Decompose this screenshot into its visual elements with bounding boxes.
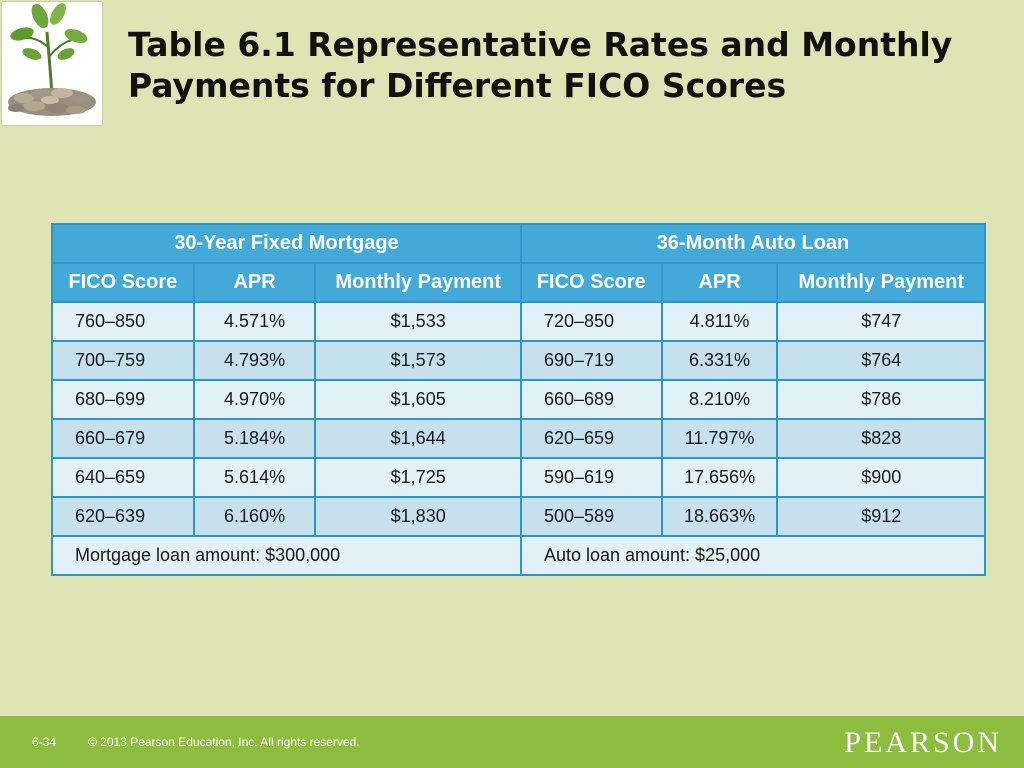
table-cell: 640–659 bbox=[51, 457, 195, 498]
table-cell: 6.160% bbox=[192, 496, 317, 537]
table-row: 660–679 5.184% $1,644 620–659 11.797% $8… bbox=[51, 418, 986, 459]
column-header: Monthly Payment bbox=[314, 262, 522, 303]
table-cell: 620–659 bbox=[519, 418, 663, 459]
copyright-text: © 2013 Pearson Education, Inc. All right… bbox=[88, 735, 360, 749]
table-cell: 18.663% bbox=[660, 496, 779, 537]
table-cell: 700–759 bbox=[51, 340, 195, 381]
table-cell: 4.970% bbox=[192, 379, 317, 420]
group-header-auto-loan: 36-Month Auto Loan bbox=[519, 223, 987, 264]
table-row: 640–659 5.614% $1,725 590–619 17.656% $9… bbox=[51, 457, 986, 498]
column-header: APR bbox=[192, 262, 317, 303]
table-cell: $764 bbox=[776, 340, 986, 381]
title-line-1: Table 6.1 Representative Rates and Month… bbox=[128, 25, 953, 64]
table-row: 760–850 4.571% $1,533 720–850 4.811% $74… bbox=[51, 301, 986, 342]
column-header-row: FICO Score APR Monthly Payment FICO Scor… bbox=[51, 262, 986, 303]
table-row: 620–639 6.160% $1,830 500–589 18.663% $9… bbox=[51, 496, 986, 537]
table-footer-row: Mortgage loan amount: $300,000 Auto loan… bbox=[51, 535, 987, 576]
table-cell: 17.656% bbox=[660, 457, 779, 498]
slide-number: 6-34 bbox=[32, 735, 57, 749]
plant-growing-from-coins-icon bbox=[8, 3, 96, 116]
table-cell: $1,573 bbox=[314, 340, 522, 381]
slide-title: Table 6.1 Representative Rates and Month… bbox=[128, 24, 1008, 106]
column-header: FICO Score bbox=[519, 262, 663, 303]
table-cell: 6.331% bbox=[660, 340, 779, 381]
table-cell: 590–619 bbox=[519, 457, 663, 498]
column-header: FICO Score bbox=[51, 262, 195, 303]
table-cell: 660–689 bbox=[519, 379, 663, 420]
table-cell: $1,644 bbox=[314, 418, 522, 459]
table-cell: 11.797% bbox=[660, 418, 779, 459]
table-cell: 5.614% bbox=[192, 457, 317, 498]
pearson-logo: PEARSON bbox=[844, 726, 1002, 759]
mortgage-loan-amount: Mortgage loan amount: $300,000 bbox=[51, 535, 522, 576]
table-cell: 4.811% bbox=[660, 301, 779, 342]
table-cell: $1,533 bbox=[314, 301, 522, 342]
table-cell: 620–639 bbox=[51, 496, 195, 537]
table-cell: $900 bbox=[776, 457, 986, 498]
table-row: 680–699 4.970% $1,605 660–689 8.210% $78… bbox=[51, 379, 986, 420]
rates-table: 30-Year Fixed Mortgage 36-Month Auto Loa… bbox=[51, 223, 987, 576]
table-cell: 760–850 bbox=[51, 301, 195, 342]
logo-image bbox=[1, 1, 103, 126]
table-cell: $828 bbox=[776, 418, 986, 459]
table-cell: 5.184% bbox=[192, 418, 317, 459]
auto-loan-amount: Auto loan amount: $25,000 bbox=[519, 535, 987, 576]
table-cell: $747 bbox=[776, 301, 986, 342]
table-cell: 660–679 bbox=[51, 418, 195, 459]
table-cell: $786 bbox=[776, 379, 986, 420]
group-header-mortgage: 30-Year Fixed Mortgage bbox=[51, 223, 522, 264]
table-cell: 500–589 bbox=[519, 496, 663, 537]
table-cell: 680–699 bbox=[51, 379, 195, 420]
table-cell: $1,725 bbox=[314, 457, 522, 498]
table-cell: 4.793% bbox=[192, 340, 317, 381]
table-cell: $912 bbox=[776, 496, 986, 537]
column-header: APR bbox=[660, 262, 779, 303]
table-cell: $1,605 bbox=[314, 379, 522, 420]
table-cell: 720–850 bbox=[519, 301, 663, 342]
table-cell: 690–719 bbox=[519, 340, 663, 381]
group-header-row: 30-Year Fixed Mortgage 36-Month Auto Loa… bbox=[51, 223, 987, 264]
table-cell: 4.571% bbox=[192, 301, 317, 342]
table-row: 700–759 4.793% $1,573 690–719 6.331% $76… bbox=[51, 340, 986, 381]
footer-bar: 6-34 © 2013 Pearson Education, Inc. All … bbox=[0, 716, 1024, 768]
table-cell: $1,830 bbox=[314, 496, 522, 537]
title-line-2: Payments for Different FICO Scores bbox=[128, 66, 787, 105]
column-header: Monthly Payment bbox=[776, 262, 986, 303]
table-cell: 8.210% bbox=[660, 379, 779, 420]
